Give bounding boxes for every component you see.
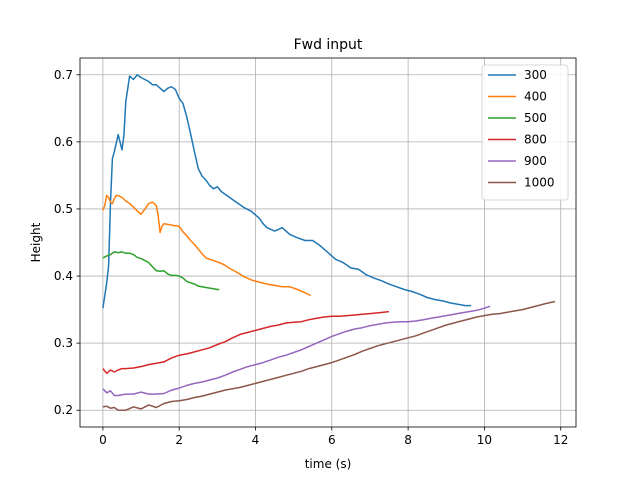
x-axis-ticks: 0 2 4 6 8 10 12 (99, 427, 568, 447)
legend-label: 400 (524, 90, 547, 104)
x-tick-label: 6 (328, 433, 336, 447)
legend: 300 400 500 800 900 1000 (481, 64, 569, 201)
x-tick-label: 2 (175, 433, 183, 447)
legend-label: 500 (524, 111, 547, 125)
x-tick-label: 4 (252, 433, 260, 447)
x-tick-label: 12 (553, 433, 568, 447)
y-axis-ticks: 0.2 0.3 0.4 0.5 0.6 0.7 (54, 68, 80, 417)
series-line-800 (102, 310, 390, 375)
y-axis-label: Height (29, 222, 43, 262)
y-tick-label: 0.3 (54, 336, 73, 350)
plot-frame (79, 57, 577, 428)
y-tick-label: 0.7 (54, 68, 73, 82)
legend-label: 1000 (524, 176, 555, 190)
series-line-400 (102, 194, 312, 297)
y-tick-label: 0.4 (54, 269, 73, 283)
series-line-1000 (102, 300, 556, 411)
y-tick-label: 0.5 (54, 202, 73, 216)
y-tick-label: 0.6 (54, 135, 73, 149)
legend-label: 300 (524, 68, 547, 82)
grid-lines (80, 58, 576, 427)
series-line-900 (102, 305, 491, 397)
x-axis-label: time (s) (305, 457, 352, 471)
y-tick-label: 0.2 (54, 403, 73, 417)
legend-box (481, 64, 569, 201)
series-line-300 (102, 74, 472, 309)
x-tick-label: 10 (477, 433, 492, 447)
legend-label: 800 (524, 133, 547, 147)
series-lines (102, 74, 556, 411)
x-tick-label: 0 (99, 433, 107, 447)
legend-label: 900 (524, 154, 547, 168)
chart-title: Fwd input (294, 37, 363, 53)
series-line-500 (102, 251, 220, 291)
x-tick-label: 8 (404, 433, 412, 447)
